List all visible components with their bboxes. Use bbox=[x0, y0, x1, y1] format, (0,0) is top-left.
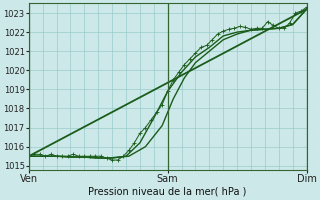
X-axis label: Pression niveau de la mer( hPa ): Pression niveau de la mer( hPa ) bbox=[89, 187, 247, 197]
